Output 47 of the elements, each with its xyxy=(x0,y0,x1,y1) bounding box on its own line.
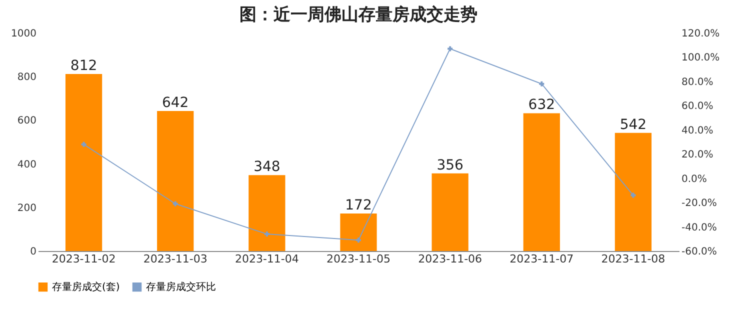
point xyxy=(356,238,361,243)
point xyxy=(630,192,636,198)
legend-label: 存量房成交(套) xyxy=(52,281,120,294)
y-tick-label: 400 xyxy=(17,159,36,170)
y-tick-label: 0 xyxy=(30,246,36,258)
bar xyxy=(432,173,468,251)
y2-tick-label: 80.0% xyxy=(682,76,714,88)
point xyxy=(264,232,270,237)
x-tick-label: 2023-11-06 xyxy=(418,252,482,266)
chart-title: 图：近一周佛山存量房成交走势 xyxy=(240,5,478,25)
y2-tick-label: 100.0% xyxy=(682,52,720,64)
legend-label: 存量房成交环比 xyxy=(146,281,216,294)
data-label: 172 xyxy=(345,198,372,214)
y2-tick-label: 120.0% xyxy=(682,28,720,40)
y-tick-label: 600 xyxy=(17,116,36,127)
x-tick-label: 2023-11-07 xyxy=(510,252,574,266)
data-label: 542 xyxy=(620,116,647,133)
y2-tick-label: -40.0% xyxy=(682,222,717,234)
y2-tick-label: 40.0% xyxy=(682,125,714,136)
bar xyxy=(157,111,194,251)
y-tick-label: 200 xyxy=(17,202,36,214)
point xyxy=(172,201,178,206)
bar xyxy=(65,74,102,251)
data-label: 642 xyxy=(162,95,189,112)
point xyxy=(448,46,453,52)
data-label: 812 xyxy=(70,58,98,74)
point xyxy=(81,142,86,147)
x-tick-label: 2023-11-02 xyxy=(52,252,116,266)
data-label: 356 xyxy=(436,157,464,174)
y-tick-label: 800 xyxy=(17,72,36,84)
x-tick-label: 2023-11-03 xyxy=(143,252,208,266)
x-tick-label: 2023-11-04 xyxy=(234,252,299,266)
x-tick-label: 2023-11-08 xyxy=(601,252,666,266)
y2-tick-label: -60.0% xyxy=(682,246,717,258)
y2-tick-label: -20.0% xyxy=(682,198,717,210)
bar xyxy=(248,175,286,251)
data-label: 632 xyxy=(528,97,556,114)
bar xyxy=(523,113,560,251)
point xyxy=(539,81,544,86)
bar xyxy=(340,214,377,251)
y-tick-label: 1000 xyxy=(11,28,36,40)
data-label: 348 xyxy=(254,159,280,176)
y2-tick-label: 20.0% xyxy=(682,150,714,161)
y2-tick-label: 60.0% xyxy=(682,101,714,112)
x-tick-label: 2023-11-05 xyxy=(326,252,390,266)
y2-tick-label: 0.0% xyxy=(682,174,707,185)
bar xyxy=(614,132,652,251)
